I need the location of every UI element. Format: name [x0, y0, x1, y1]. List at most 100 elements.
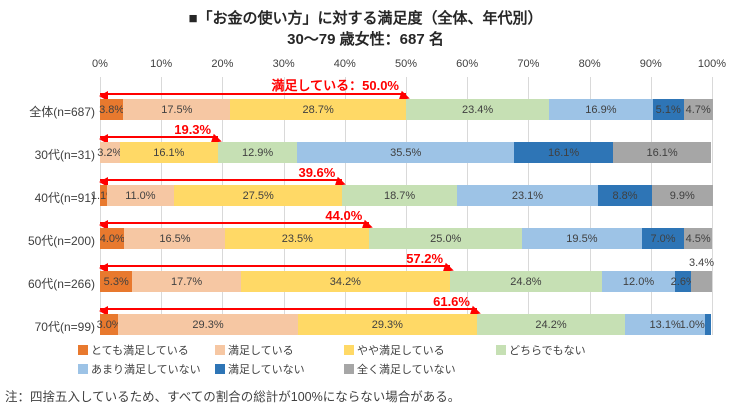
segment-value-label: 23.5%: [281, 232, 313, 245]
bar-segment: 4.7%: [683, 99, 713, 120]
segment-value-label: 3.0%: [96, 318, 122, 331]
total-annotation-arrow: 61.6%: [99, 292, 483, 319]
legend-swatch: [215, 345, 225, 355]
bar-segment: 16.1%: [612, 142, 712, 163]
grid-line: [100, 77, 101, 335]
arrow-line: [100, 222, 370, 224]
segment-value-label: 24.8%: [510, 275, 542, 288]
bar-segment: 3.2%: [97, 142, 123, 163]
bar-segment: 1.0%: [680, 314, 712, 335]
segment-value-label: 28.7%: [302, 103, 334, 116]
bar-segment: 34.2%: [240, 271, 451, 292]
arrow-line: [100, 308, 477, 310]
grid-line: [589, 77, 591, 335]
segment-value-label: 24.2%: [535, 318, 567, 331]
axis-tick-label: 100%: [697, 58, 727, 70]
total-annotation-label: 満足している：50.0%: [271, 78, 399, 93]
chart-row: 30代(n=31) 19.3% 3.2% 16.1% 12.9% 35.5% 16.1% 16…: [35, 120, 712, 163]
segment-value-label: 4.5%: [685, 232, 711, 245]
chart-subtitle: 30～79 歳女性：687 名: [287, 31, 444, 48]
segment-value-label: 17.7%: [170, 275, 203, 288]
bar-segment: 27.5%: [174, 185, 343, 206]
bar-segment: 3.4%: [689, 257, 714, 292]
segment-value-label: 16.5%: [159, 232, 191, 245]
bar-segment: 11.0%: [106, 185, 175, 206]
legend-swatch: [215, 364, 225, 374]
x-axis: 0% 10% 20% 30% 40% 50% 60% 70% 80% 90% 100%: [92, 58, 726, 73]
bar-segment: 23.1%: [456, 185, 599, 206]
category-label: 全体(n=687): [29, 105, 95, 119]
legend-swatch: [78, 364, 88, 374]
bar-segment: 5.3%: [100, 271, 133, 292]
legend-swatch: [496, 345, 506, 355]
bar-segment: 8.8%: [598, 185, 652, 206]
category-label: 30代(n=31): [34, 148, 95, 162]
legend-label: 全く満足していない: [357, 364, 456, 376]
total-annotation-label: 19.3%: [174, 122, 212, 137]
grid-line: [406, 77, 407, 335]
bar-segment: 29.3%: [118, 314, 298, 335]
legend-label: あまり満足していない: [91, 364, 201, 376]
grid-line: [467, 77, 469, 335]
bar-segment: 16.5%: [124, 228, 226, 249]
axis-tick-label: 30%: [272, 58, 295, 70]
axis-tick-label: 70%: [517, 58, 540, 70]
segment-value-label: 12.0%: [622, 275, 655, 288]
arrow-head-left: [99, 91, 108, 101]
legend-swatch: [344, 364, 354, 374]
stacked-bar: 3.0% 29.3% 29.3% 24.2% 13.1% 1.0%: [96, 314, 712, 335]
bar-segment: 7.0%: [641, 228, 685, 249]
axis-tick-label: 0%: [92, 58, 108, 70]
bar-segment: 29.3%: [297, 314, 477, 335]
bar-segment: 24.2%: [476, 314, 626, 335]
segment-value-label: 3.2%: [97, 146, 123, 159]
arrow-head-left: [99, 306, 108, 316]
total-annotation-label: 57.2%: [406, 251, 444, 266]
bar-segment: 25.0%: [369, 228, 523, 249]
bar-segment: 24.8%: [450, 271, 602, 292]
arrow-line: [100, 265, 451, 267]
grid-line: [283, 77, 285, 335]
bar-segment: 18.7%: [342, 185, 457, 206]
arrow-head-left: [99, 220, 108, 230]
segment-value-label: 23.1%: [511, 189, 544, 202]
legend-item: あまり満足していない: [78, 361, 215, 377]
legend-label: やや満足している: [357, 345, 445, 357]
chart-row: 50代(n=200) 44.0% 4.0% 16.5% 23.5% 25.0% 19.5% 7…: [28, 206, 712, 249]
segment-value-label: 16.1%: [153, 146, 185, 159]
bar-segment: 9.9%: [651, 185, 713, 206]
arrow-head-left: [99, 177, 108, 187]
arrow-line: [100, 136, 219, 138]
bar-rows: 全体(n=687) 満足している：50.0% 3.8% 17.5% 28.7% 23.4%…: [28, 77, 714, 335]
bar-segment: 12.0%: [601, 271, 676, 292]
legend-label: とても満足している: [91, 345, 189, 357]
bar-segment: 23.4%: [405, 99, 550, 120]
axis-tick-label: 20%: [211, 58, 234, 70]
legend: とても満足している 満足している やや満足している どちらでもない あまり満足していない…: [78, 342, 731, 377]
arrow-line: [100, 179, 343, 181]
segment-value-label: 1.0%: [679, 318, 705, 331]
segment-value-label: 12.9%: [241, 146, 274, 159]
bar-segment: 35.5%: [297, 142, 515, 163]
bar-segment: 3.8%: [99, 99, 124, 120]
arrow-head-left: [99, 263, 108, 273]
segment-value-label: 9.9%: [669, 189, 695, 202]
stacked-bar: 4.0% 16.5% 23.5% 25.0% 19.5% 7.0% 4.5%: [100, 228, 712, 249]
legend-label: どちらでもない: [509, 345, 586, 357]
grid-line: [712, 77, 713, 335]
total-annotation-label: 39.6%: [298, 165, 336, 180]
segment-value-label: 16.9%: [585, 103, 617, 116]
chart-row: 60代(n=266) 57.2% 5.3% 17.7% 34.2% 24.8% 12.0% 2…: [28, 249, 714, 292]
segment-value-label: 13.1%: [649, 318, 681, 331]
bar-segment: 16.1%: [514, 142, 613, 163]
segment-value-label: 4.0%: [99, 232, 125, 245]
segment-value-label: 8.8%: [612, 189, 638, 202]
segment-value-label: 16.1%: [646, 146, 678, 159]
segment-value-label: 29.3%: [371, 318, 403, 331]
grid-line: [344, 77, 346, 335]
arrow-line: [100, 93, 406, 95]
total-annotation-label: 61.6%: [433, 294, 470, 309]
bar-segment: 4.5%: [684, 228, 712, 249]
category-label: 60代(n=266): [27, 277, 95, 291]
category-label: 70代(n=99): [34, 320, 95, 334]
